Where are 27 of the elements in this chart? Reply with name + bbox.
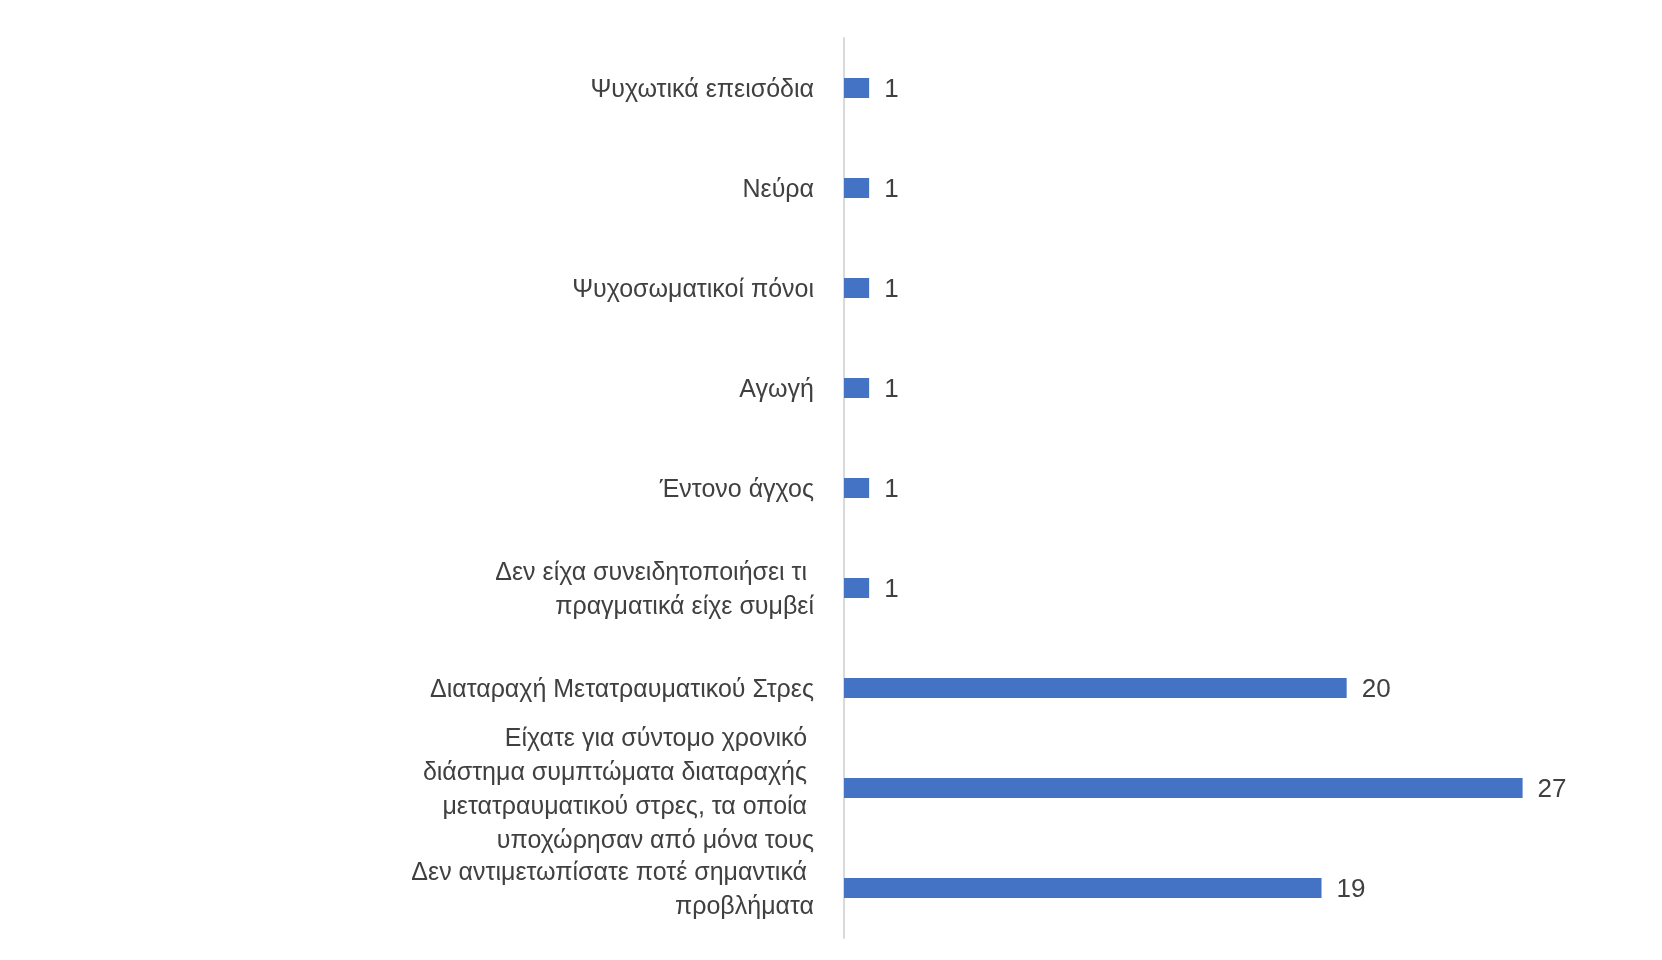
bar (844, 278, 870, 298)
y-tick-label: Έντονο άγχος (658, 474, 814, 502)
data-label: 1 (884, 273, 899, 303)
y-tick-label: Ψυχοσωματικοί πόνοι (572, 274, 814, 302)
y-tick-label: Δεν αντιμετωπίσατε ποτέ σημαντικά προβλήματα (411, 857, 814, 919)
y-tick-label: Ψυχωτικά επεισόδια (590, 74, 814, 102)
data-label: 1 (884, 573, 899, 603)
bar (844, 578, 870, 598)
data-label: 1 (884, 373, 899, 403)
bar (844, 178, 870, 198)
y-tick-label: Διαταραχή Μετατραυματικού Στρες (429, 674, 814, 702)
data-label: 19 (1336, 873, 1366, 903)
data-label: 1 (884, 473, 899, 503)
data-label: 1 (884, 173, 899, 203)
y-tick-label: Δεν είχα συνειδητοποιήσει τι πραγματικά είχε συμβεί (495, 557, 815, 619)
bar (844, 878, 1322, 898)
bar (844, 378, 870, 398)
bar (844, 778, 1523, 798)
y-tick-label: Αγωγή (739, 374, 814, 402)
bar (844, 678, 1347, 698)
data-label: 20 (1361, 673, 1391, 703)
y-tick-label: Είχατε για σύντομο χρονικό διάστημα συμπτώματα διαταραχής μετατραυματικού στρες, τα οποία υποχώρησαν από μόνα τους (422, 723, 814, 853)
bar (844, 478, 870, 498)
data-label: 1 (884, 73, 899, 103)
y-tick-label: Νεύρα (742, 174, 814, 202)
data-label: 27 (1537, 773, 1567, 803)
bar (844, 78, 870, 98)
